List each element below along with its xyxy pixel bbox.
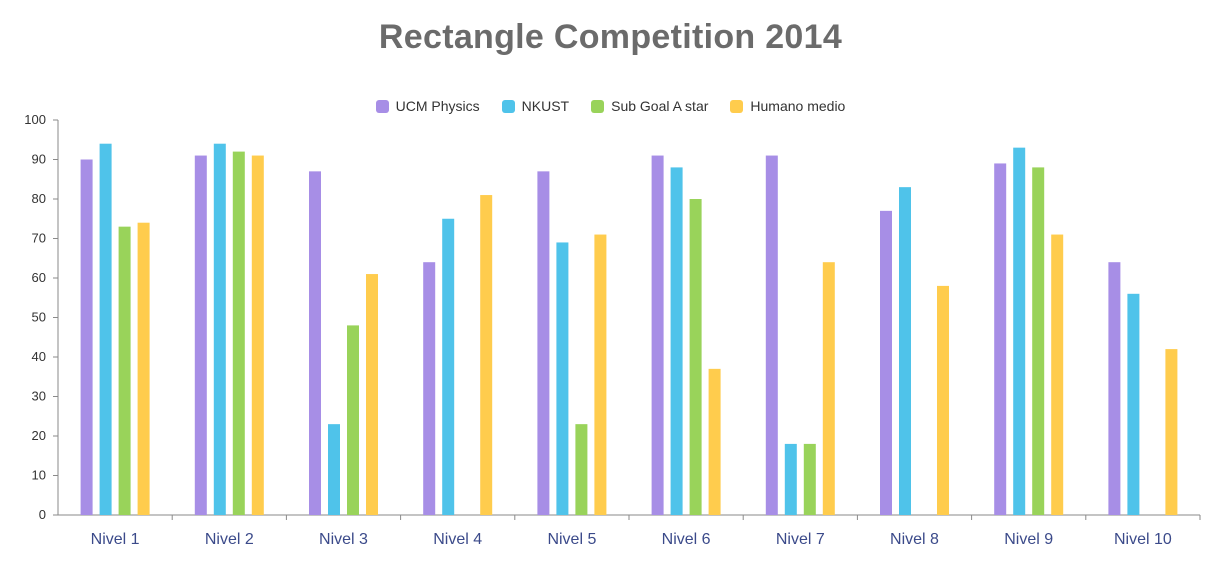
- bar: [784, 443, 797, 515]
- y-tick-label: 100: [24, 112, 46, 127]
- bar: [347, 325, 359, 515]
- y-tick-label: 60: [32, 270, 46, 285]
- bar: [822, 262, 835, 515]
- bar: [537, 171, 550, 515]
- x-tick-label: Nivel 9: [1004, 531, 1053, 548]
- legend-label: UCM Physics: [395, 98, 480, 114]
- bar: [423, 262, 436, 515]
- bar: [80, 159, 93, 515]
- chart-title: Rectangle Competition 2014: [378, 18, 843, 56]
- x-tick-label: Nivel 5: [547, 531, 596, 548]
- legend-label: Humano medio: [750, 98, 846, 114]
- y-tick-label: 30: [32, 389, 46, 404]
- legend-item-ucm-physics[interactable]: UCM Physics: [375, 98, 480, 114]
- bar: [442, 218, 455, 515]
- legend-swatch: [591, 99, 605, 113]
- y-tick-label: 80: [32, 191, 46, 206]
- bar: [594, 234, 607, 516]
- legend-label: Sub Goal A star: [611, 98, 709, 114]
- y-tick-label: 50: [32, 310, 46, 325]
- chart-legend: UCM Physics NKUST Sub Goal A star Humano…: [0, 98, 1221, 114]
- x-tick-label: Nivel 3: [319, 531, 368, 548]
- bar: [328, 424, 340, 515]
- bar: [99, 143, 112, 515]
- x-tick-label: Nivel 8: [890, 531, 939, 548]
- bar: [213, 143, 226, 515]
- bar: [251, 155, 264, 516]
- bar: [803, 443, 816, 515]
- bar: [765, 155, 778, 516]
- y-tick-label: 90: [32, 152, 46, 167]
- y-tick-label: 70: [32, 231, 46, 246]
- bar: [689, 199, 702, 515]
- bar: [118, 226, 131, 515]
- legend-swatch: [375, 99, 389, 113]
- x-tick-label: Nivel 10: [1114, 531, 1172, 548]
- y-tick-label: 10: [32, 468, 46, 483]
- bar: [556, 242, 569, 515]
- bar: [480, 195, 493, 516]
- legend-item-nkust[interactable]: NKUST: [501, 98, 570, 114]
- legend-label: NKUST: [521, 98, 570, 114]
- bar: [1013, 147, 1026, 515]
- x-tick-label: Nivel 2: [205, 531, 254, 548]
- bar: [575, 424, 588, 515]
- y-tick-label: 40: [32, 349, 46, 364]
- x-tick-label: Nivel 4: [433, 531, 482, 548]
- bar: [1108, 262, 1121, 515]
- bar: [1127, 293, 1140, 515]
- x-tick-label: Nivel 1: [91, 531, 140, 548]
- bar: [137, 222, 150, 515]
- bar: [651, 155, 664, 516]
- x-tick-label: Nivel 6: [662, 531, 711, 548]
- bar: [899, 187, 911, 515]
- bar: [670, 167, 683, 515]
- legend-item-sub-goal-a-star[interactable]: Sub Goal A star: [591, 98, 708, 114]
- bar: [1051, 234, 1064, 516]
- bar: [232, 151, 245, 515]
- bar: [994, 163, 1007, 515]
- bar: [309, 171, 321, 515]
- y-tick-label: 20: [32, 428, 46, 443]
- y-tick-label: 0: [39, 507, 46, 522]
- bar: [937, 285, 949, 515]
- bar: [194, 155, 207, 516]
- bar: [708, 368, 721, 515]
- bar: [1032, 167, 1045, 515]
- x-tick-label: Nivel 7: [776, 531, 825, 548]
- bar: [880, 210, 892, 515]
- legend-swatch: [730, 99, 744, 113]
- bar: [366, 274, 378, 515]
- bar: [1165, 349, 1178, 515]
- legend-swatch: [501, 99, 515, 113]
- legend-item-humano-medio[interactable]: Humano medio: [730, 98, 845, 114]
